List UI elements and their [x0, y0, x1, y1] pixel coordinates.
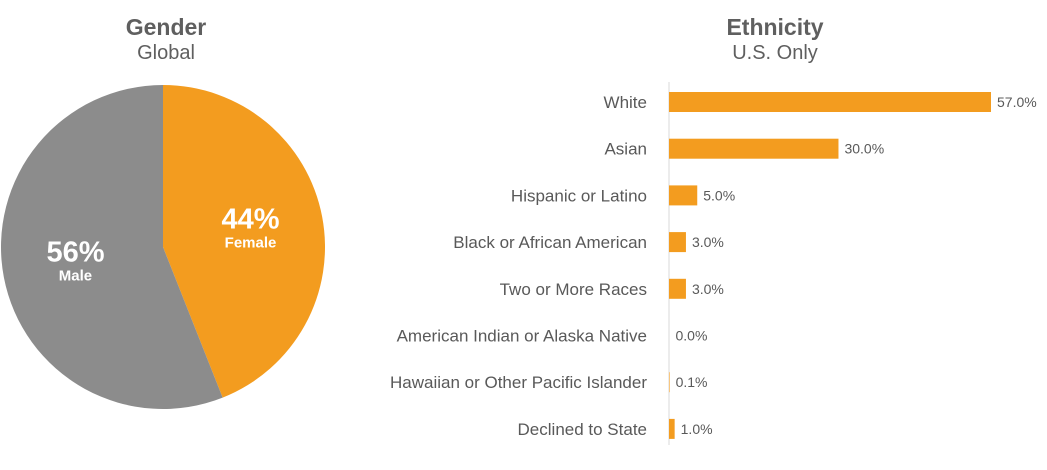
pie-label-male-name: Male — [59, 268, 92, 285]
bar-category-label: American Indian or Alaska Native — [397, 327, 647, 346]
bar-value-label: 5.0% — [703, 187, 735, 203]
bar-value-label: 0.1% — [676, 374, 708, 390]
bar — [669, 185, 698, 206]
gender-chart-title: Gender — [125, 14, 207, 40]
ethnicity-chart-subtitle: U.S. Only — [732, 42, 818, 64]
bar — [669, 138, 839, 159]
bar-category-label: Black or African American — [453, 233, 647, 252]
bar-category-label: Hawaiian or Other Pacific Islander — [390, 373, 647, 392]
ethnicity-chart-title: Ethnicity — [726, 14, 824, 40]
bar — [669, 232, 686, 253]
pie-label-female-name: Female — [225, 234, 277, 251]
bar-category-label: White — [604, 93, 647, 112]
pie-slice-female — [163, 85, 326, 398]
bar — [669, 278, 686, 299]
bar-value-label: 3.0% — [692, 281, 724, 297]
bar-value-label: 1.0% — [681, 421, 713, 437]
bar-category-label: Asian — [604, 140, 647, 159]
pie-label-female-percent: 44% — [221, 203, 279, 235]
bar-category-label: Declined to State — [518, 420, 647, 439]
bar — [669, 418, 675, 439]
bar-value-label: 30.0% — [844, 141, 884, 157]
bar-value-label: 3.0% — [692, 234, 724, 250]
bar-category-label: Two or More Races — [500, 280, 647, 299]
pie-slice-male — [1, 85, 223, 409]
bar-value-label: 0.0% — [676, 328, 708, 344]
pie-label-male-percent: 56% — [46, 237, 104, 269]
bar-value-label: 57.0% — [997, 94, 1037, 110]
bar — [669, 92, 991, 112]
gender-chart-subtitle: Global — [137, 42, 195, 64]
bar — [669, 372, 670, 393]
bar-category-label: Hispanic or Latino — [511, 186, 647, 205]
